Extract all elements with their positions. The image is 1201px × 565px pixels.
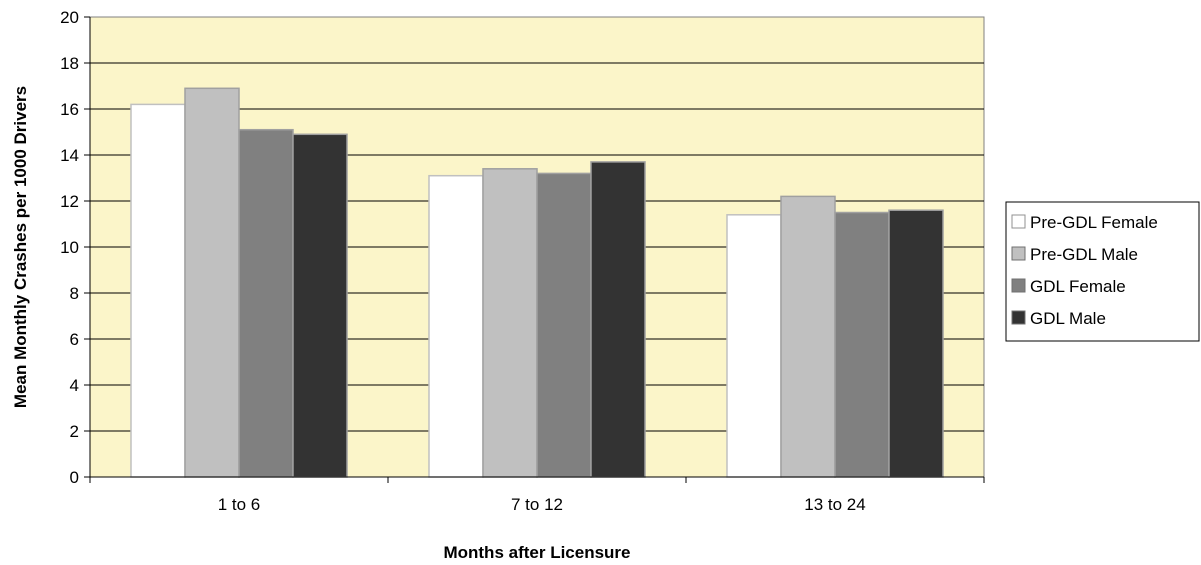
- bar: [590, 161, 646, 478]
- bar: [482, 168, 538, 478]
- bar: [834, 211, 890, 478]
- bars: [130, 87, 944, 478]
- legend-label: Pre-GDL Male: [1030, 245, 1138, 264]
- bar: [536, 172, 592, 478]
- legend-label: GDL Male: [1030, 309, 1106, 328]
- legend-swatch: [1011, 278, 1026, 293]
- y-axis-title: Mean Monthly Crashes per 1000 Drivers: [11, 86, 30, 408]
- y-tick-labels: 0 2 4 6 8 10 12 14 16 18 20: [60, 8, 79, 487]
- x-tick-label: 1 to 6: [218, 495, 261, 514]
- bar: [292, 133, 348, 478]
- legend-label: GDL Female: [1030, 277, 1126, 296]
- y-tick-label: 8: [70, 284, 79, 303]
- y-tick-label: 4: [70, 376, 79, 395]
- legend-swatch: [1011, 214, 1026, 229]
- bar: [780, 195, 836, 478]
- axes: [84, 16, 985, 483]
- x-tick-label: 7 to 12: [511, 495, 563, 514]
- y-tick-label: 0: [70, 468, 79, 487]
- bar: [238, 128, 294, 478]
- x-axis-title: Months after Licensure: [443, 543, 630, 562]
- y-tick-label: 18: [60, 54, 79, 73]
- x-tick-label: 13 to 24: [804, 495, 865, 514]
- bar: [428, 174, 484, 478]
- y-tick-label: 20: [60, 8, 79, 27]
- y-tick-label: 16: [60, 100, 79, 119]
- bar: [726, 214, 782, 478]
- x-tick-labels: 1 to 6 7 to 12 13 to 24: [218, 495, 866, 514]
- y-tick-label: 10: [60, 238, 79, 257]
- y-tick-label: 2: [70, 422, 79, 441]
- legend: Pre-GDL Female Pre-GDL Male GDL Female GDL …: [1005, 201, 1200, 342]
- y-tick-label: 14: [60, 146, 79, 165]
- legend-swatch: [1011, 246, 1026, 261]
- bar: [130, 103, 186, 478]
- legend-label: Pre-GDL Female: [1030, 213, 1158, 232]
- bar: [888, 209, 944, 478]
- y-tick-label: 12: [60, 192, 79, 211]
- legend-swatch: [1011, 310, 1026, 325]
- legend-box: [1005, 201, 1200, 342]
- bar: [184, 87, 240, 478]
- y-tick-label: 6: [70, 330, 79, 349]
